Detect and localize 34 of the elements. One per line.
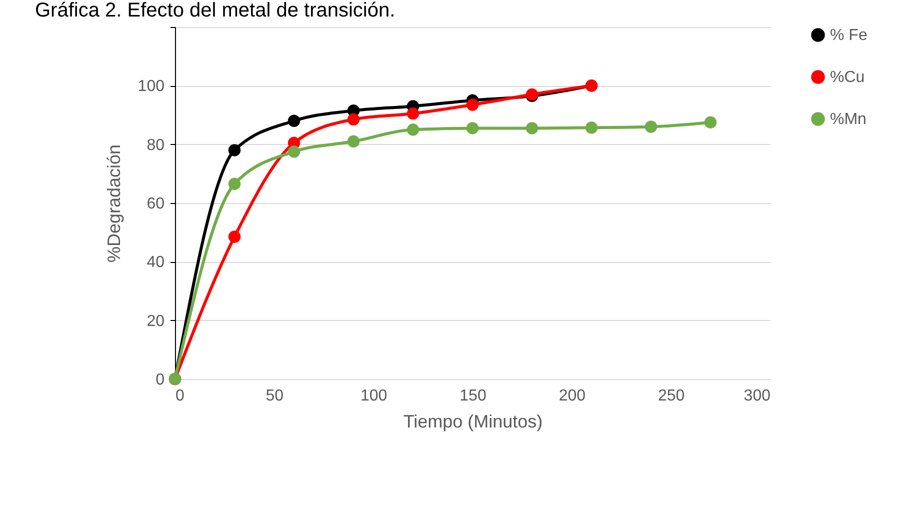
point: [347, 135, 360, 148]
x-axis-title: Tiempo (Minutos): [403, 412, 543, 432]
point: [526, 122, 538, 134]
point: [347, 113, 360, 126]
x-tick-label: 200: [558, 388, 586, 404]
y-tick-label: 100: [138, 78, 165, 96]
point: [228, 230, 241, 243]
y-tick-label: 60: [146, 196, 165, 212]
point: [585, 122, 598, 134]
x-tick-label: 300: [744, 388, 771, 404]
point: [228, 178, 241, 190]
x-tick-label: 0: [176, 388, 184, 404]
y-axis-title: %Degradación: [104, 144, 124, 263]
point: [704, 116, 717, 128]
x-tick-label: 50: [266, 388, 284, 404]
point: [406, 124, 420, 136]
x-tick-label: 150: [460, 388, 486, 404]
point: [288, 114, 300, 127]
point: [406, 107, 420, 120]
y-tick-label: 20: [146, 312, 165, 330]
y-tick-label: 0: [156, 372, 165, 388]
y-tick-label: 80: [146, 136, 165, 154]
chart-title: Gráfica 2. Efecto del metal de transición.: [35, 0, 396, 22]
point: [644, 120, 658, 133]
point: [466, 122, 479, 134]
point: [288, 146, 300, 158]
legend-label: %Cu: [830, 69, 865, 86]
x-tick-label: 250: [658, 388, 685, 404]
point: [228, 144, 241, 156]
x-tick-label: 100: [360, 388, 388, 404]
point: [466, 98, 479, 111]
y-tick-label: 40: [146, 254, 165, 272]
legend-label: % Fe: [830, 27, 868, 44]
legend-label: %Mn: [830, 111, 866, 128]
